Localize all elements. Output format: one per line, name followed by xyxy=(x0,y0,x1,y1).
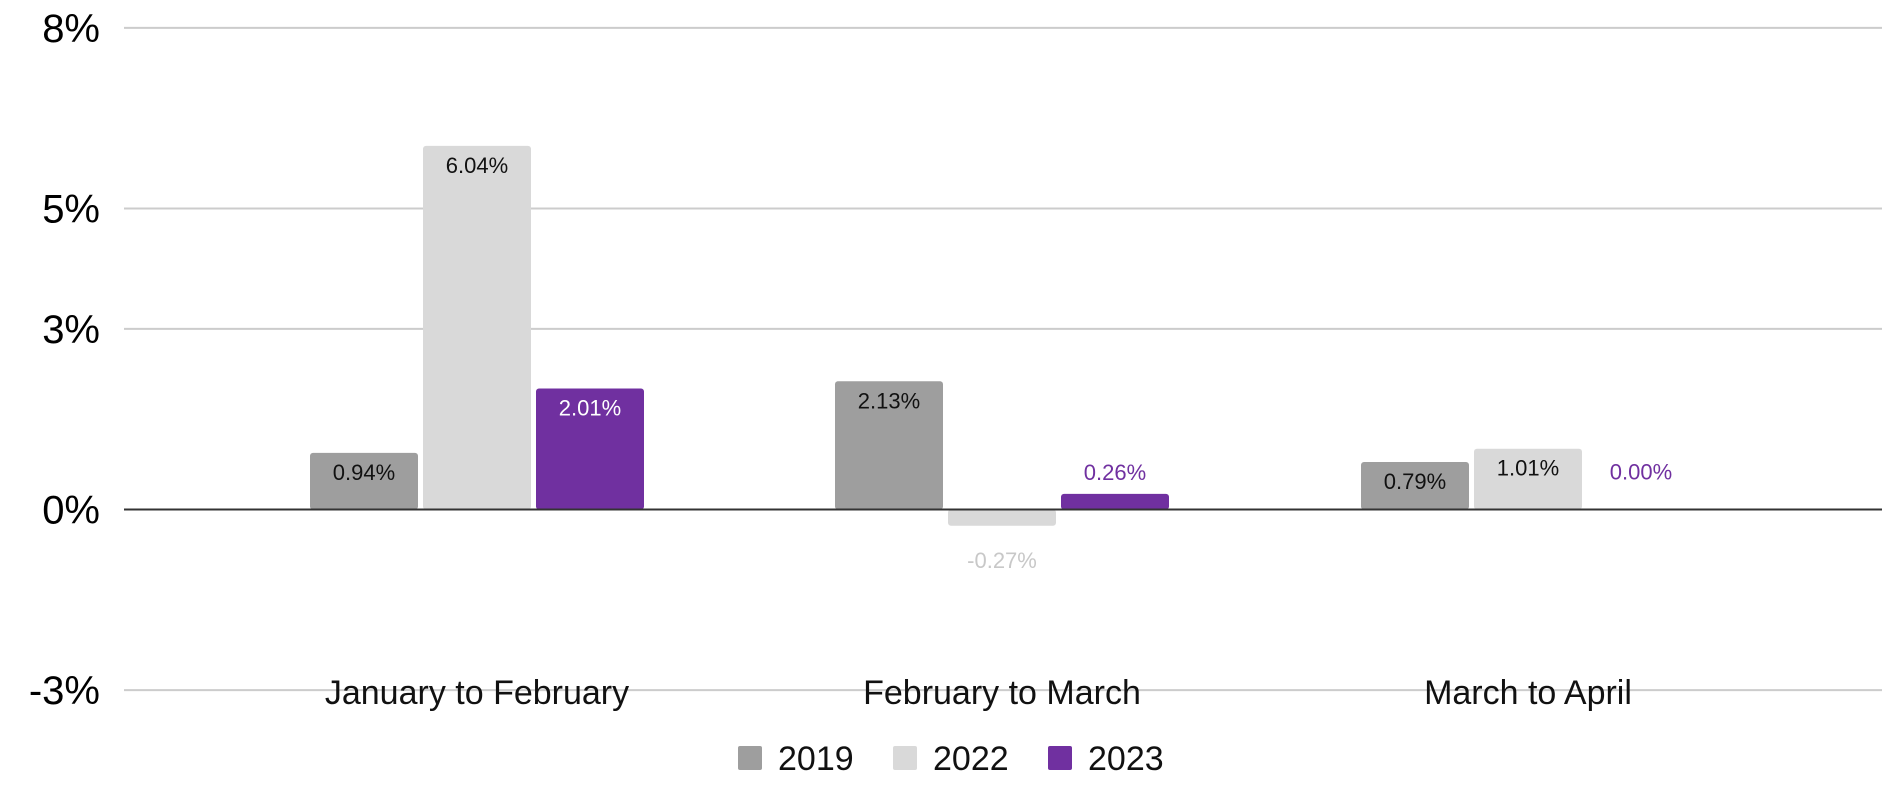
bar-2022-0 xyxy=(423,145,531,510)
data-label: 0.26% xyxy=(1084,460,1146,485)
x-category-label: February to March xyxy=(863,674,1141,712)
gridlines xyxy=(124,26,1882,692)
y-tick-label: -3% xyxy=(29,669,100,713)
data-label: -0.27% xyxy=(967,548,1037,573)
data-label: 0.79% xyxy=(1384,469,1446,494)
y-tick-label: 3% xyxy=(42,308,100,352)
legend-swatch-2022 xyxy=(893,746,917,770)
data-label: 1.01% xyxy=(1497,456,1559,481)
data-label: 2.13% xyxy=(858,388,920,413)
y-tick-label: 5% xyxy=(42,188,100,232)
x-axis-category-labels: January to February February to March Marc… xyxy=(325,674,1632,712)
data-label: 0.00% xyxy=(1610,460,1672,485)
y-axis-tick-labels: -3% 0% 3% 5% 8% xyxy=(29,7,100,713)
data-label: 0.94% xyxy=(333,460,395,485)
bar-2019-2 xyxy=(1361,461,1469,510)
bar-2023-0 xyxy=(536,388,644,510)
data-label: 2.01% xyxy=(559,395,621,420)
bar-2022-1 xyxy=(948,509,1056,526)
x-category-label: January to February xyxy=(325,674,629,712)
legend: 2019 2022 2023 xyxy=(738,740,1164,778)
legend-swatch-2019 xyxy=(738,746,762,770)
bar-2023-1 xyxy=(1061,493,1169,510)
legend-swatch-2023 xyxy=(1048,746,1072,770)
y-tick-label: 8% xyxy=(42,7,100,51)
legend-label: 2022 xyxy=(933,740,1009,778)
y-tick-label: 0% xyxy=(42,489,100,533)
bar-2019-1 xyxy=(835,381,943,510)
x-category-label: March to April xyxy=(1424,674,1632,712)
bar-2022-2 xyxy=(1474,448,1582,510)
data-labels: 0.94% 6.04% 2.01% 2.13% -0.27% 0.26% 0.79% 1.01… xyxy=(333,153,1672,573)
data-label: 6.04% xyxy=(446,153,508,178)
bars xyxy=(310,145,1582,526)
legend-label: 2023 xyxy=(1088,740,1164,778)
legend-label: 2019 xyxy=(778,740,854,778)
bar-2019-0 xyxy=(310,452,418,510)
